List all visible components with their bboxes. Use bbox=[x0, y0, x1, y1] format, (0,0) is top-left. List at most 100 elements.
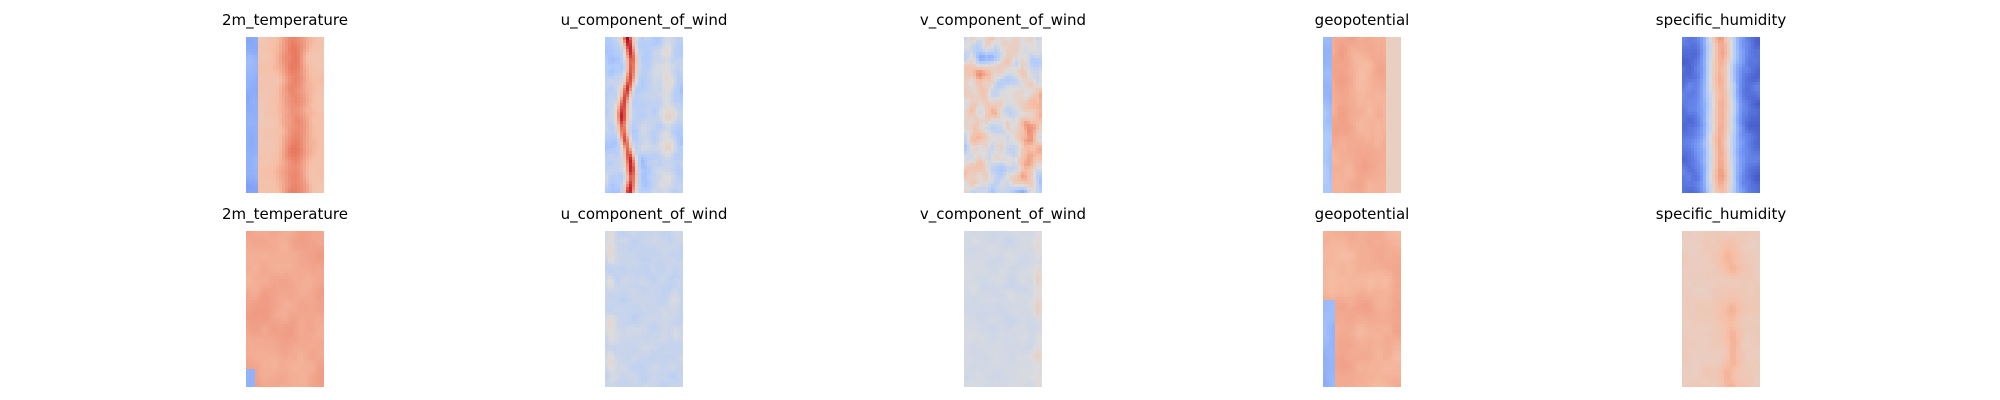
heatmap-cell bbox=[279, 142, 283, 146]
heatmap-cell bbox=[1024, 154, 1028, 158]
heatmap-cell bbox=[300, 136, 304, 140]
heatmap-cell bbox=[276, 184, 280, 188]
heatmap-cell bbox=[982, 91, 986, 95]
heatmap-cell bbox=[261, 79, 265, 83]
heatmap-cell bbox=[306, 88, 310, 92]
heatmap-cell bbox=[1389, 58, 1393, 62]
heatmap-cell bbox=[1000, 157, 1004, 161]
heatmap-cell bbox=[1027, 49, 1031, 53]
heatmap-cell bbox=[1036, 142, 1040, 146]
heatmap-cell bbox=[1003, 49, 1007, 53]
heatmap-cell bbox=[614, 166, 618, 170]
heatmap-cell bbox=[680, 190, 683, 193]
heatmap-cell bbox=[605, 124, 609, 128]
heatmap-cell bbox=[1027, 157, 1031, 161]
heatmap-cell bbox=[267, 79, 271, 83]
heatmap-cell bbox=[1018, 190, 1022, 193]
heatmap-cell bbox=[1012, 118, 1016, 122]
heatmap-cell bbox=[315, 181, 319, 185]
heatmap-cell bbox=[1000, 163, 1004, 167]
heatmap-cell bbox=[994, 184, 998, 188]
heatmap-cell bbox=[1374, 67, 1378, 71]
heatmap-cell bbox=[312, 145, 316, 149]
heatmap-cell bbox=[291, 133, 295, 137]
heatmap-cell bbox=[264, 97, 268, 101]
heatmap-cell bbox=[605, 175, 609, 179]
heatmap-cell bbox=[303, 103, 307, 107]
heatmap-cell bbox=[605, 163, 609, 167]
heatmap-cell bbox=[1012, 70, 1016, 74]
heatmap-svg bbox=[246, 37, 324, 193]
heatmap-cell bbox=[985, 157, 989, 161]
heatmap-cell bbox=[1027, 136, 1031, 140]
heatmap-cell bbox=[1338, 109, 1342, 113]
heatmap-cell bbox=[674, 133, 678, 137]
heatmap-cell bbox=[1341, 127, 1345, 131]
heatmap-cell bbox=[979, 37, 983, 41]
heatmap-cell bbox=[1015, 160, 1019, 164]
heatmap-cell bbox=[1329, 67, 1333, 71]
heatmap-cell bbox=[626, 82, 630, 86]
heatmap-cell bbox=[1018, 163, 1022, 167]
heatmap-cell bbox=[276, 67, 280, 71]
heatmap-cell bbox=[1359, 55, 1363, 59]
heatmap-cell bbox=[318, 94, 322, 98]
heatmap-cell bbox=[982, 190, 986, 193]
heatmap-cell bbox=[267, 187, 271, 191]
heatmap-cell bbox=[979, 103, 983, 107]
heatmap-cell bbox=[1033, 73, 1037, 77]
heatmap-cell bbox=[261, 163, 265, 167]
heatmap-cell bbox=[1350, 127, 1354, 131]
heatmap-cell bbox=[1350, 97, 1354, 101]
heatmap-cell bbox=[1398, 103, 1401, 107]
heatmap-cell bbox=[608, 124, 612, 128]
heatmap-cell bbox=[677, 172, 681, 176]
heatmap-cell bbox=[1003, 142, 1007, 146]
heatmap-cell bbox=[623, 163, 627, 167]
heatmap-cell bbox=[1021, 100, 1025, 104]
heatmap-cell bbox=[626, 124, 630, 128]
heatmap-cell bbox=[1012, 148, 1016, 152]
heatmap-cell bbox=[644, 88, 648, 92]
heatmap-cell bbox=[246, 49, 250, 53]
heatmap-cell bbox=[252, 190, 256, 193]
heatmap-cell bbox=[1009, 190, 1013, 193]
heatmap-cell bbox=[656, 58, 660, 62]
heatmap-cell bbox=[1386, 139, 1390, 143]
heatmap-cell bbox=[255, 124, 259, 128]
heatmap-cell bbox=[276, 106, 280, 110]
heatmap-cell bbox=[276, 157, 280, 161]
heatmap-cell bbox=[1012, 172, 1016, 176]
heatmap-cell bbox=[315, 115, 319, 119]
heatmap-cell bbox=[985, 52, 989, 56]
heatmap-cell bbox=[1027, 115, 1031, 119]
heatmap-cell bbox=[270, 40, 274, 44]
heatmap-cell bbox=[650, 58, 654, 62]
heatmap-cell bbox=[608, 73, 612, 77]
heatmap-cell bbox=[967, 133, 971, 137]
heatmap-cell bbox=[255, 67, 259, 71]
heatmap-cell bbox=[309, 70, 313, 74]
heatmap-cell bbox=[994, 100, 998, 104]
heatmap-cell bbox=[991, 157, 995, 161]
heatmap-cell bbox=[258, 97, 262, 101]
heatmap-cell bbox=[982, 76, 986, 80]
heatmap-cell bbox=[264, 160, 268, 164]
heatmap-cell bbox=[297, 97, 301, 101]
heatmap-cell bbox=[267, 43, 271, 47]
heatmap-cell bbox=[677, 121, 681, 125]
heatmap-cell bbox=[647, 64, 651, 68]
heatmap-cell bbox=[976, 100, 980, 104]
heatmap-cell bbox=[979, 151, 983, 155]
heatmap-cell bbox=[300, 184, 304, 188]
heatmap-cell bbox=[668, 61, 672, 65]
heatmap-cell bbox=[650, 52, 654, 56]
heatmap-cell bbox=[303, 190, 307, 193]
heatmap-cell bbox=[973, 43, 977, 47]
heatmap-cell bbox=[1036, 151, 1040, 155]
heatmap-cell bbox=[970, 106, 974, 110]
heatmap-cell bbox=[1326, 85, 1330, 89]
heatmap-cell bbox=[985, 175, 989, 179]
heatmap-cell bbox=[1344, 49, 1348, 53]
heatmap-cell bbox=[1332, 100, 1336, 104]
